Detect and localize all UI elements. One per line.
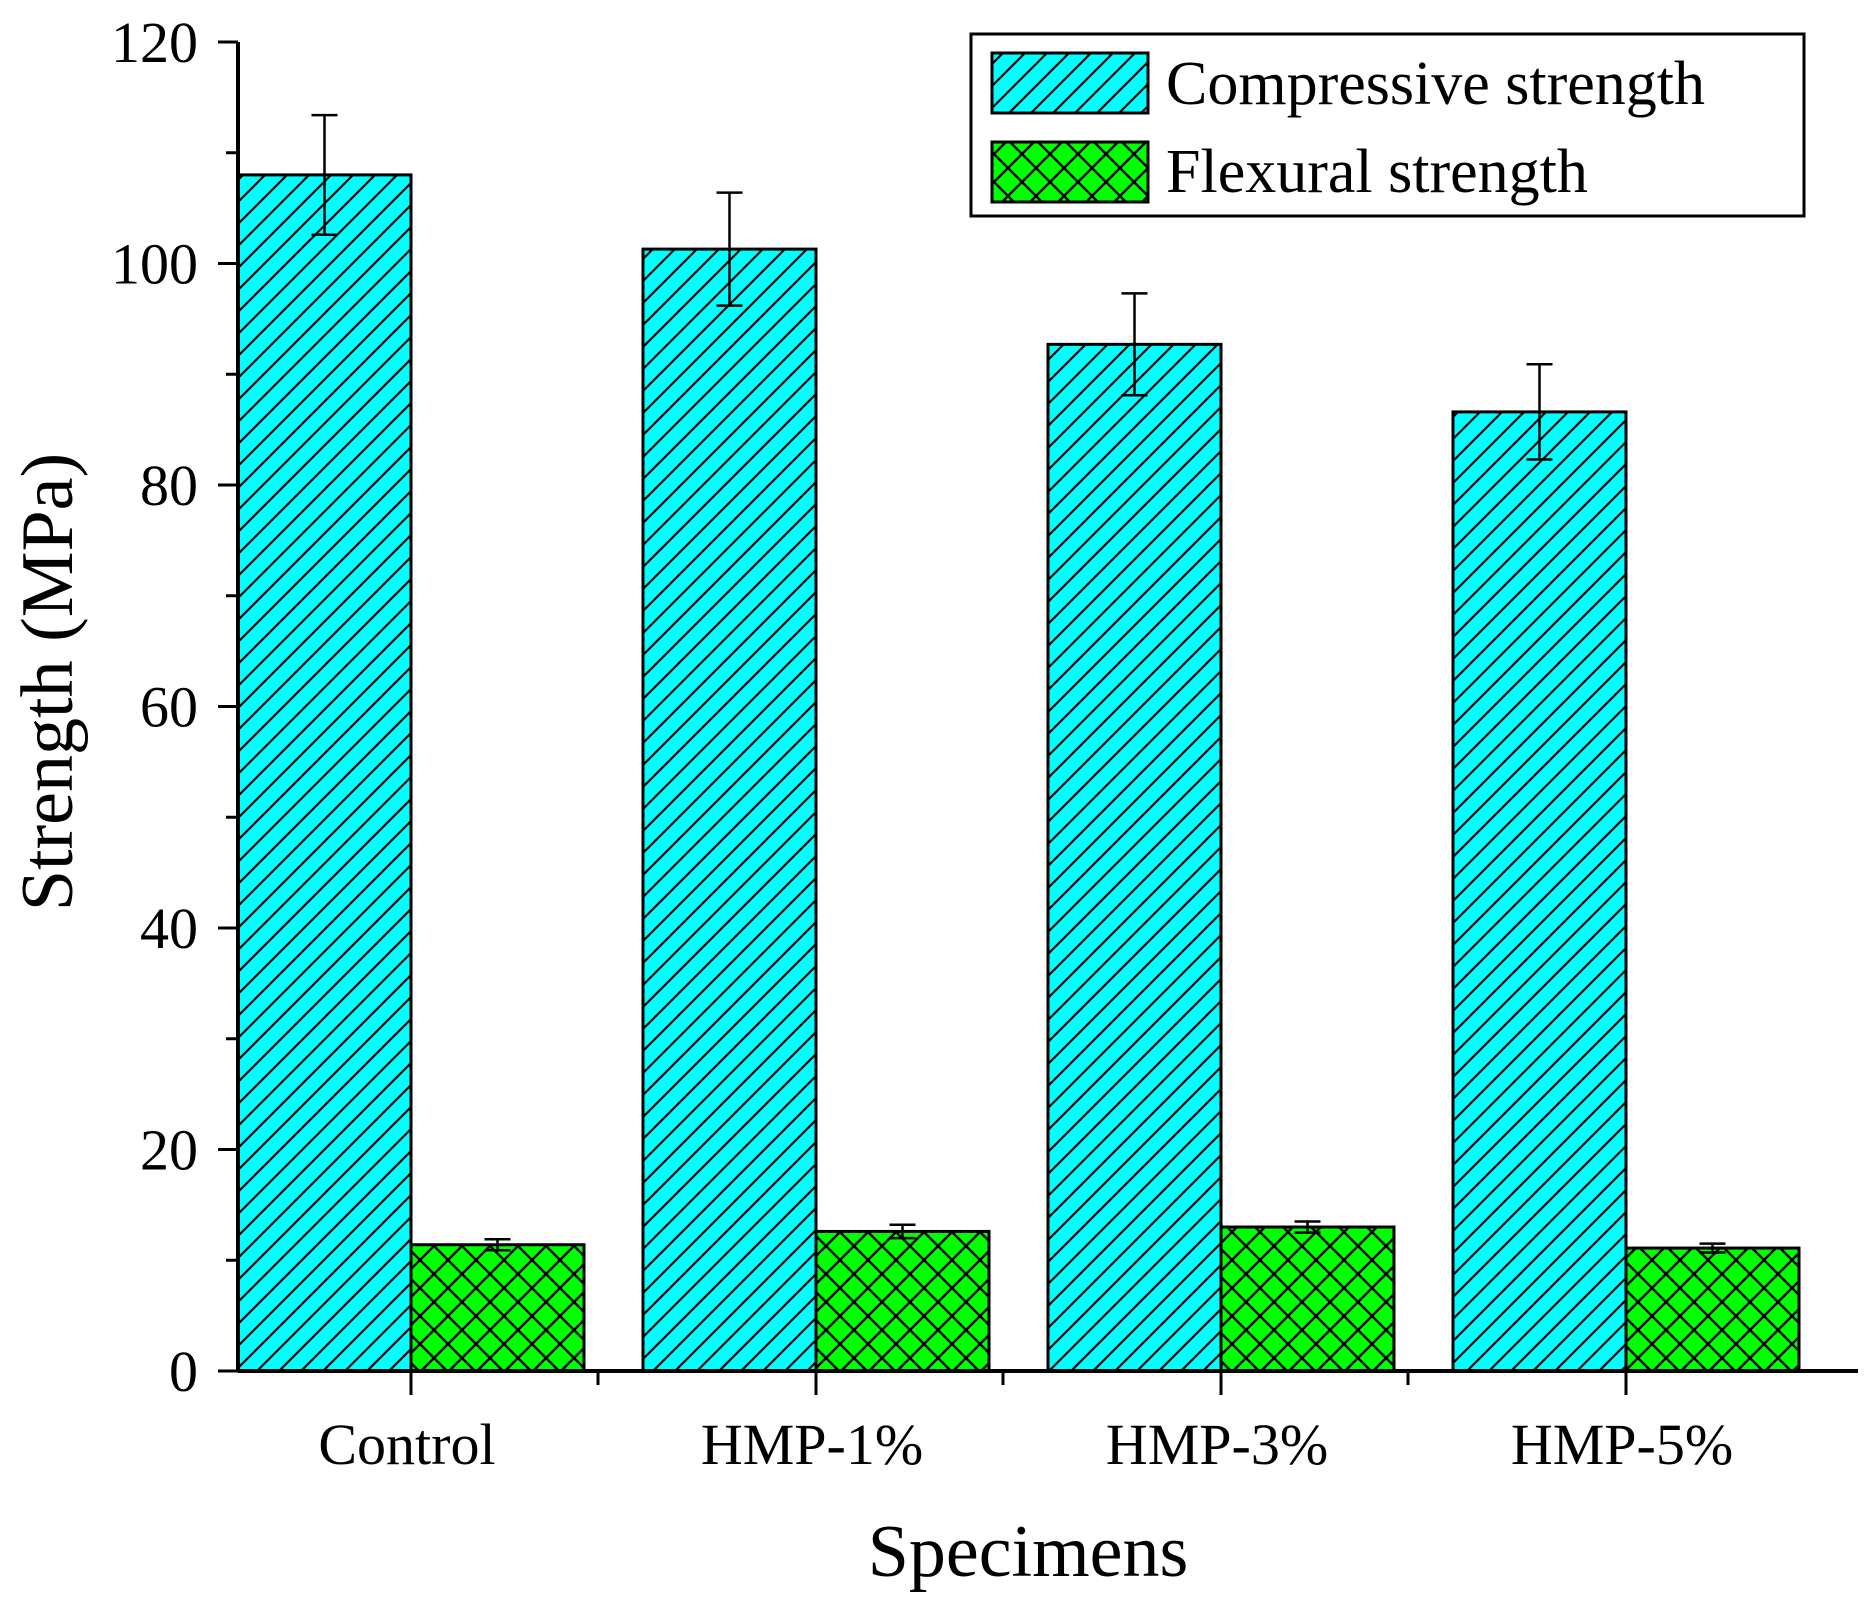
error-bar-flexural-hmp-3pct bbox=[1294, 1220, 1321, 1234]
y-tick-label-40: 40 bbox=[140, 896, 198, 961]
error-bar-compressive-hmp-1pct bbox=[716, 191, 743, 307]
y-tick-label-100: 100 bbox=[111, 232, 198, 297]
y-tick-label-80: 80 bbox=[140, 453, 198, 518]
x-tick-label-hmp-5pct: HMP-5% bbox=[1511, 1412, 1733, 1477]
bar-flexural-hmp-1pct bbox=[814, 1229, 991, 1373]
error-bar-compressive-hmp-3pct bbox=[1121, 292, 1148, 397]
error-bar-flexural-hmp-1pct bbox=[889, 1223, 916, 1240]
bar-flexural-hmp-3pct bbox=[1219, 1225, 1396, 1373]
x-tick-label-hmp-1pct: HMP-1% bbox=[701, 1412, 923, 1477]
legend-label-flexural: Flexural strength bbox=[1166, 138, 1588, 206]
x-tick-label-control: Control bbox=[318, 1412, 495, 1477]
x-tick-label-hmp-3pct: HMP-3% bbox=[1106, 1412, 1328, 1477]
legend-label-compressive: Compressive strength bbox=[1166, 50, 1705, 118]
y-ticks: 0 20 40 60 80 100 120 bbox=[111, 10, 238, 1404]
bar-flexural-hmp-5pct bbox=[1624, 1246, 1801, 1373]
legend: Compressive strength Flexural strength bbox=[969, 32, 1806, 218]
error-bar-flexural-control bbox=[484, 1237, 511, 1252]
bar-compressive-hmp-5pct bbox=[1451, 410, 1628, 1373]
bar-compressive-hmp-1pct bbox=[641, 247, 818, 1373]
y-tick-label-0: 0 bbox=[169, 1339, 198, 1404]
x-axis-title: Specimens bbox=[868, 1511, 1189, 1593]
bar-flexural-control bbox=[409, 1243, 586, 1373]
y-tick-label-20: 20 bbox=[140, 1118, 198, 1183]
bar-compressive-hmp-3pct bbox=[1046, 342, 1223, 1373]
y-axis-title: Strength (MPa) bbox=[7, 453, 89, 911]
error-bar-compressive-hmp-5pct bbox=[1526, 363, 1553, 461]
x-ticks: Control HMP-1% HMP-3% HMP-5% bbox=[318, 1371, 1733, 1477]
bars-layer bbox=[236, 173, 1801, 1373]
error-bars-layer bbox=[311, 113, 1726, 1254]
bar-compressive-control bbox=[236, 173, 413, 1373]
y-tick-label-120: 120 bbox=[111, 10, 198, 75]
legend-swatch-flexural bbox=[990, 140, 1150, 204]
error-bar-compressive-control bbox=[311, 113, 338, 236]
error-bar-flexural-hmp-5pct bbox=[1699, 1242, 1726, 1254]
legend-swatch-compressive bbox=[990, 51, 1150, 115]
y-tick-label-60: 60 bbox=[140, 675, 198, 740]
